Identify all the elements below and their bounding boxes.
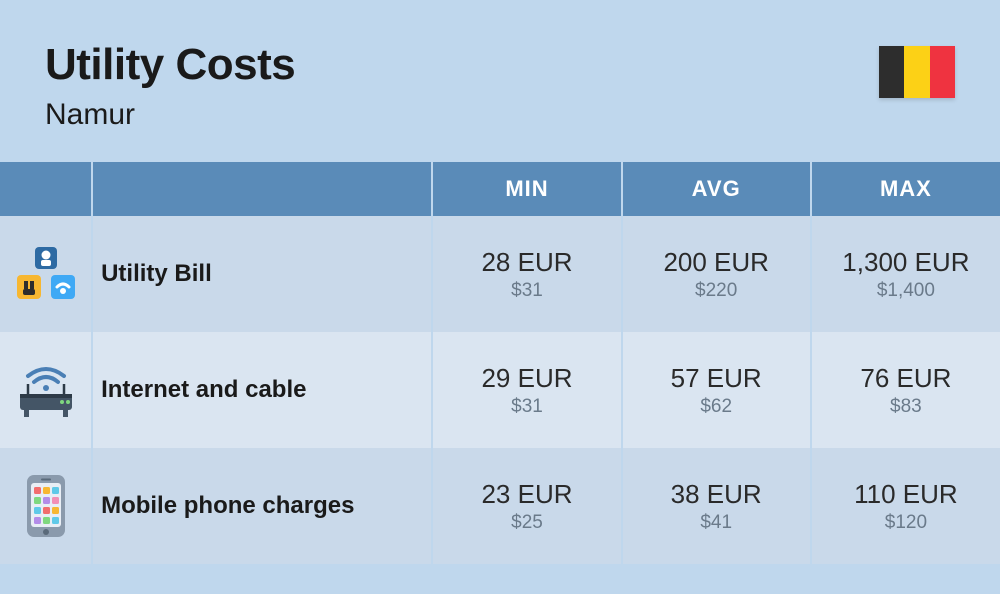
costs-table: MIN AVG MAX [0,162,1000,564]
phone-icon [0,474,91,538]
table-header-row: MIN AVG MAX [0,162,1000,216]
utility-icon [0,242,91,306]
header: Utility Costs Namur [0,0,1000,162]
value-secondary: $83 [812,396,1000,418]
value-primary: 110 EUR [812,479,1000,510]
value-secondary: $1,400 [812,280,1000,302]
cell-avg: 57 EUR $62 [622,332,811,448]
value-secondary: $62 [623,396,810,418]
value-secondary: $25 [433,512,620,534]
table-row: Utility Bill 28 EUR $31 200 EUR $220 1,3… [0,216,1000,332]
cell-max: 110 EUR $120 [811,448,1000,564]
value-primary: 29 EUR [433,363,620,394]
value-primary: 76 EUR [812,363,1000,394]
belgium-flag-icon [879,46,955,98]
flag-stripe-black [879,46,904,98]
col-min: MIN [432,162,621,216]
cell-avg: 38 EUR $41 [622,448,811,564]
row-icon-cell [0,216,92,332]
cell-avg: 200 EUR $220 [622,216,811,332]
page-subtitle: Namur [45,98,295,132]
value-secondary: $41 [623,512,810,534]
col-label [92,162,432,216]
value-primary: 28 EUR [433,247,620,278]
col-icon [0,162,92,216]
value-secondary: $120 [812,512,1000,534]
flag-stripe-red [930,46,955,98]
cell-min: 29 EUR $31 [432,332,621,448]
title-block: Utility Costs Namur [45,40,295,132]
cell-max: 1,300 EUR $1,400 [811,216,1000,332]
value-primary: 1,300 EUR [812,247,1000,278]
value-primary: 23 EUR [433,479,620,510]
row-label: Utility Bill [92,216,432,332]
value-secondary: $31 [433,396,620,418]
value-secondary: $31 [433,280,620,302]
value-primary: 38 EUR [623,479,810,510]
col-max: MAX [811,162,1000,216]
row-icon-cell [0,448,92,564]
value-secondary: $220 [623,280,810,302]
value-primary: 57 EUR [623,363,810,394]
col-avg: AVG [622,162,811,216]
cell-min: 23 EUR $25 [432,448,621,564]
table-row: Internet and cable 29 EUR $31 57 EUR $62… [0,332,1000,448]
cell-max: 76 EUR $83 [811,332,1000,448]
router-icon [0,358,91,422]
row-label: Internet and cable [92,332,432,448]
value-primary: 200 EUR [623,247,810,278]
row-icon-cell [0,332,92,448]
table-row: Mobile phone charges 23 EUR $25 38 EUR $… [0,448,1000,564]
cell-min: 28 EUR $31 [432,216,621,332]
page-title: Utility Costs [45,40,295,90]
row-label: Mobile phone charges [92,448,432,564]
flag-stripe-yellow [904,46,929,98]
